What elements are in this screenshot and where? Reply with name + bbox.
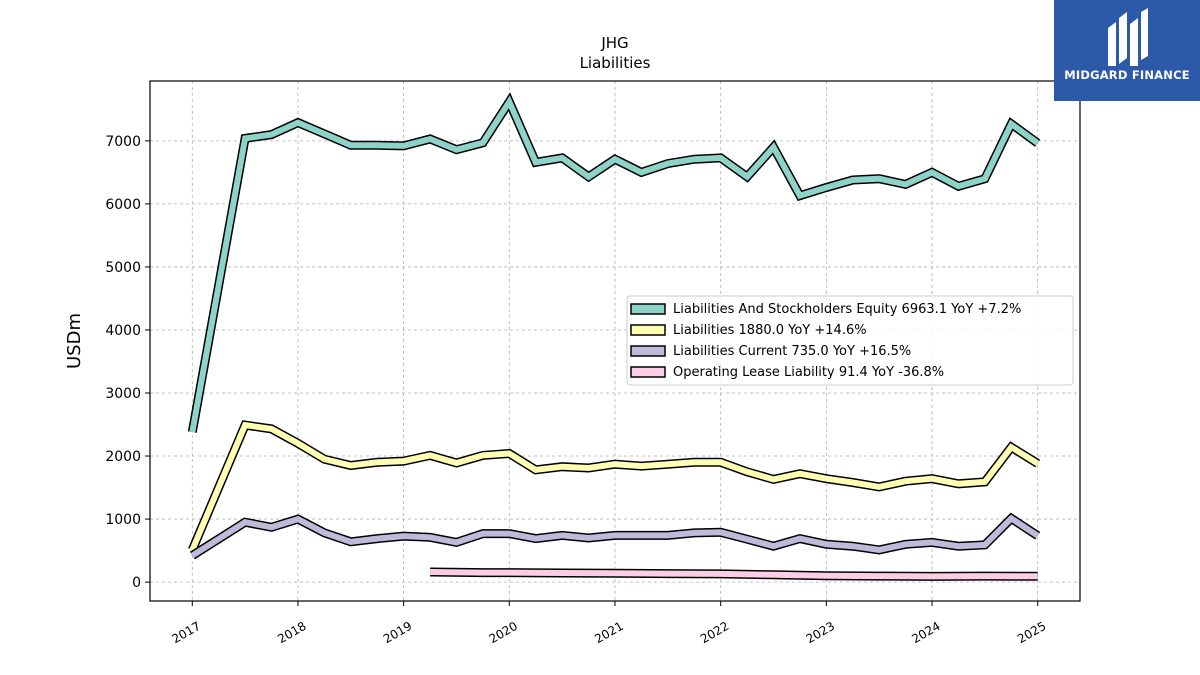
brand-name: MIDGARD FINANCE: [1064, 68, 1190, 82]
y-tick-label: 1000: [105, 512, 141, 528]
legend-swatch-3: [630, 366, 666, 378]
x-tick-label: 2024: [909, 619, 942, 646]
y-tick-label: 3000: [105, 386, 141, 402]
legend: Liabilities And Stockholders Equity 6963…: [626, 295, 1074, 386]
y-tick-label: 7000: [105, 134, 141, 150]
x-tick-label: 2019: [381, 619, 414, 646]
legend-swatch-0: [630, 303, 666, 315]
brand-logo: MIDGARD FINANCE: [1054, 0, 1200, 101]
chart-title: JHG: [600, 34, 628, 52]
x-tick-label: 2025: [1015, 619, 1048, 646]
legend-label-2: Liabilities Current 735.0 YoY +16.5%: [673, 344, 911, 359]
chart-subtitle: Liabilities: [580, 54, 651, 72]
legend-label-1: Liabilities 1880.0 YoY +14.6%: [673, 323, 867, 338]
x-tick-label: 2020: [487, 619, 520, 646]
series-line-1: [189, 421, 1040, 552]
x-tick-label: 2023: [804, 619, 837, 646]
x-tick-label: 2018: [275, 619, 308, 646]
series-line-2: [190, 514, 1040, 559]
legend-swatch-2: [630, 345, 666, 357]
legend-box: [626, 295, 1074, 386]
y-tick-label: 4000: [105, 323, 141, 339]
legend-label-3: Operating Lease Liability 91.4 YoY -36.8…: [673, 365, 944, 380]
legend-swatch-1: [630, 324, 666, 336]
y-tick-label: 0: [132, 575, 141, 591]
x-tick-label: 2021: [592, 619, 625, 646]
legend-label-0: Liabilities And Stockholders Equity 6963…: [673, 302, 1021, 317]
x-tick-label: 2022: [698, 619, 731, 646]
y-tick-label: 2000: [105, 449, 141, 465]
series-line-0: [189, 95, 1040, 433]
y-axis-label: USDm: [64, 313, 85, 369]
y-tick-label: 5000: [105, 260, 141, 276]
x-tick-label: 2017: [170, 619, 203, 646]
y-tick-label: 6000: [105, 197, 141, 213]
midgard-logo-icon: [1108, 8, 1148, 66]
series-layer: [187, 92, 1041, 581]
series-line-3: [430, 569, 1038, 580]
